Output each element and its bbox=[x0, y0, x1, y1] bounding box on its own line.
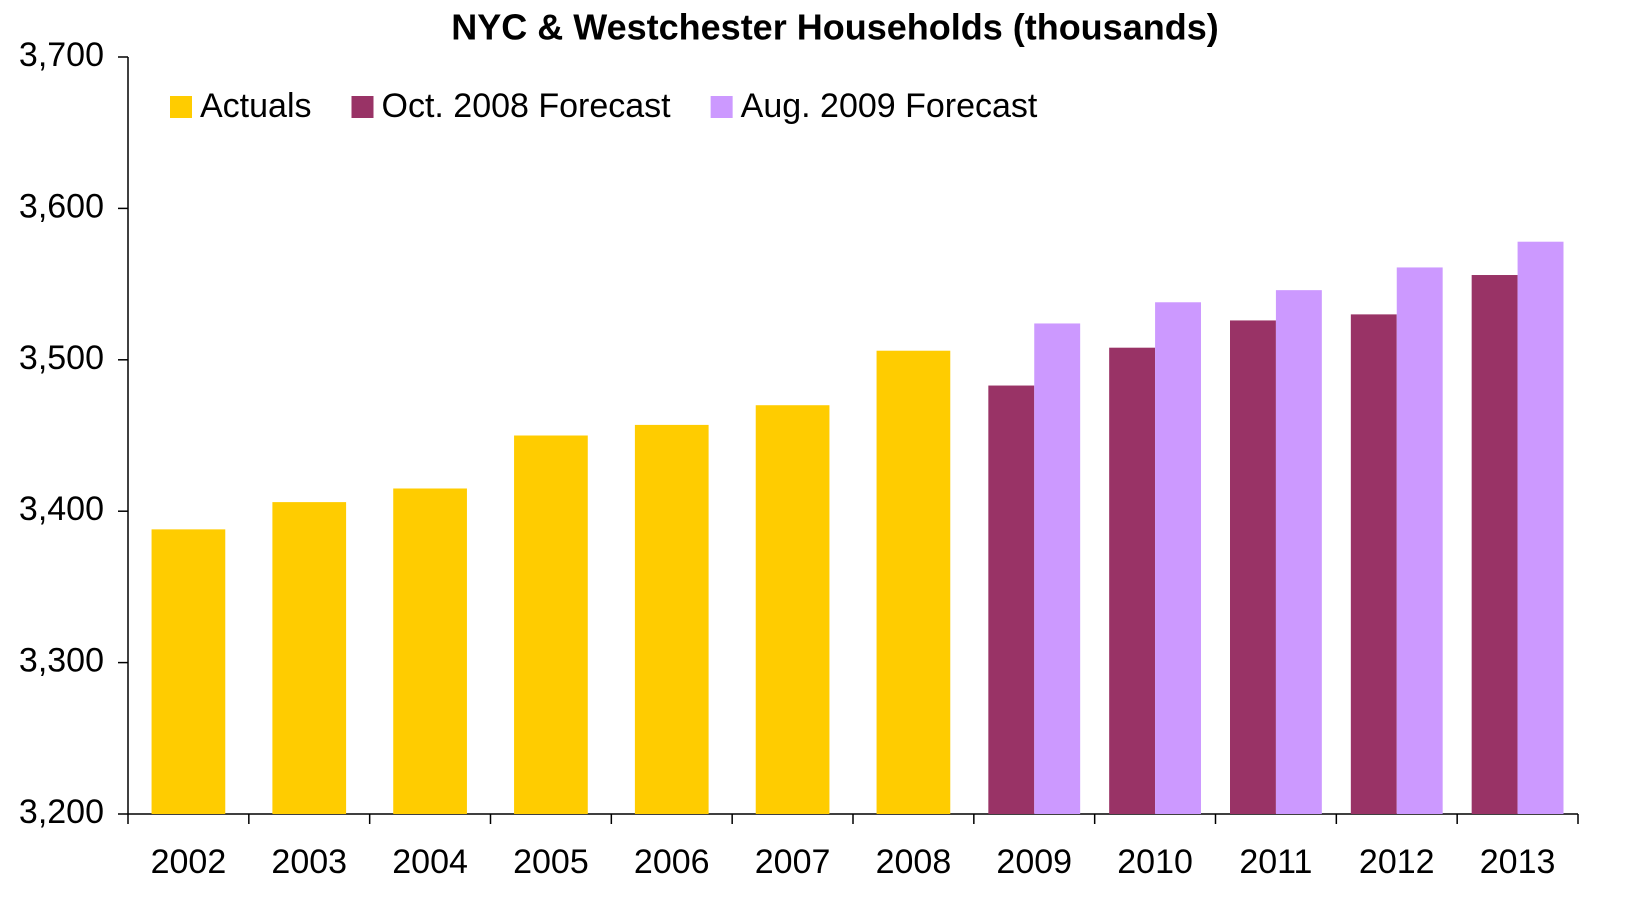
y-tick-label: 3,400 bbox=[19, 490, 104, 528]
x-tick-label: 2009 bbox=[996, 843, 1072, 881]
bar bbox=[1034, 323, 1081, 814]
x-tick-label: 2011 bbox=[1239, 843, 1312, 881]
legend-swatch bbox=[170, 96, 192, 118]
bar bbox=[1350, 314, 1397, 814]
x-tick-label: 2010 bbox=[1117, 843, 1193, 881]
bar bbox=[1471, 275, 1518, 814]
x-tick-label: 2004 bbox=[392, 843, 468, 881]
x-tick-label: 2005 bbox=[513, 843, 589, 881]
legend-label: Oct. 2008 Forecast bbox=[382, 87, 672, 125]
bar bbox=[1109, 347, 1156, 814]
chart-title: NYC & Westchester Households (thousands) bbox=[451, 7, 1218, 48]
bar bbox=[1275, 290, 1322, 814]
bar bbox=[988, 385, 1035, 814]
legend-label: Actuals bbox=[200, 87, 312, 125]
y-tick-label: 3,200 bbox=[19, 793, 104, 831]
x-tick-label: 2012 bbox=[1359, 843, 1435, 881]
x-tick-label: 2007 bbox=[755, 843, 831, 881]
legend-label: Aug. 2009 Forecast bbox=[741, 87, 1038, 125]
x-tick-label: 2006 bbox=[634, 843, 710, 881]
bar bbox=[272, 502, 347, 814]
x-tick-label: 2008 bbox=[876, 843, 952, 881]
bar bbox=[514, 435, 588, 814]
y-tick-label: 3,600 bbox=[19, 187, 104, 225]
bar bbox=[1230, 320, 1276, 814]
x-tick-label: 2003 bbox=[271, 843, 347, 881]
y-tick-label: 3,300 bbox=[19, 642, 104, 680]
y-tick-label: 3,700 bbox=[19, 36, 104, 74]
bar bbox=[755, 405, 830, 814]
bar bbox=[634, 424, 709, 814]
x-tick-label: 2013 bbox=[1480, 843, 1556, 881]
bar bbox=[1396, 267, 1443, 814]
bar bbox=[151, 529, 226, 814]
y-tick-label: 3,500 bbox=[19, 339, 104, 377]
x-tick-label: 2002 bbox=[151, 843, 227, 881]
bar bbox=[1155, 302, 1201, 814]
bar bbox=[876, 350, 951, 814]
legend-swatch bbox=[710, 96, 733, 118]
legend-swatch bbox=[351, 96, 374, 118]
bar bbox=[393, 488, 467, 814]
bar bbox=[1517, 241, 1564, 814]
